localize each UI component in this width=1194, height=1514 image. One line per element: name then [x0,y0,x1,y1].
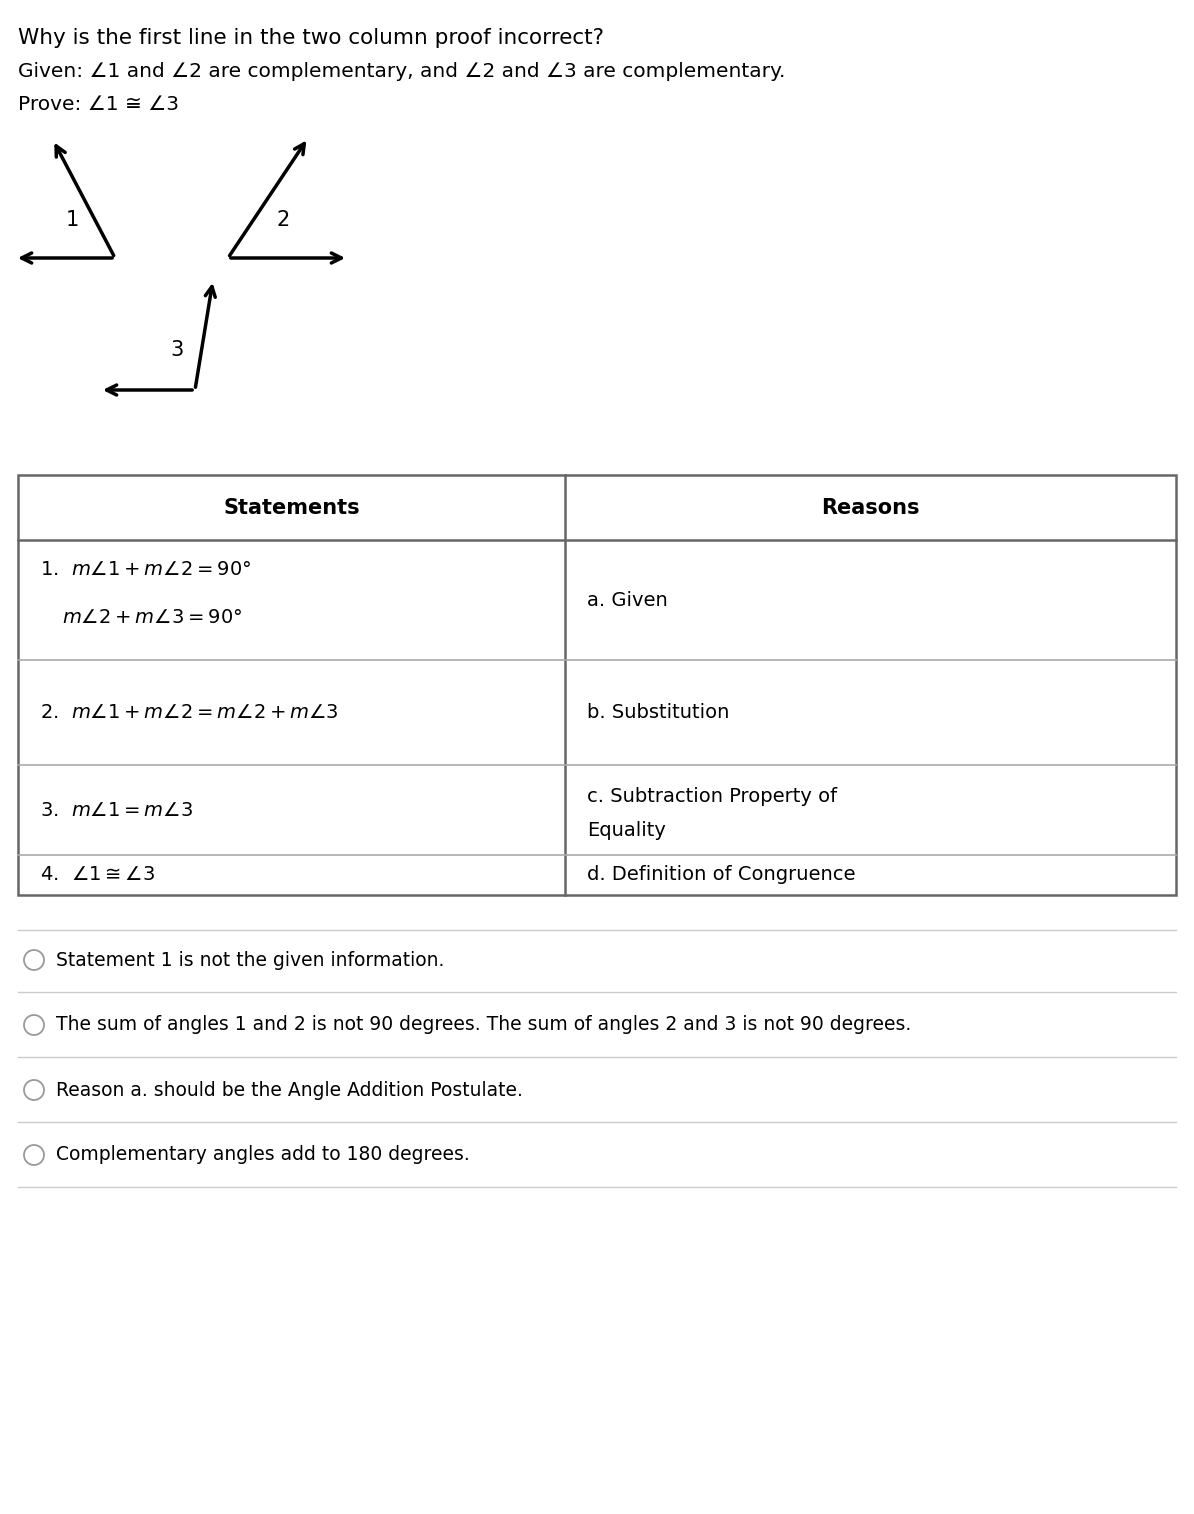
Text: d. Definition of Congruence: d. Definition of Congruence [587,866,855,884]
Text: Reason a. should be the Angle Addition Postulate.: Reason a. should be the Angle Addition P… [56,1081,523,1099]
Text: Statement 1 is not the given information.: Statement 1 is not the given information… [56,951,444,969]
Text: 1: 1 [66,210,79,230]
Text: b. Substitution: b. Substitution [587,702,730,722]
Text: Reasons: Reasons [821,498,919,518]
Text: 3.  $m\angle1 = m\angle3$: 3. $m\angle1 = m\angle3$ [41,801,193,819]
Bar [18,475,1176,895]
Text: 2.  $m\angle1 + m\angle2 = m\angle2 + m\angle3$: 2. $m\angle1 + m\angle2 = m\angle2 + m\a… [41,702,339,722]
Text: 1.  $m\angle1 + m\angle2 = 90°$: 1. $m\angle1 + m\angle2 = 90°$ [41,560,251,578]
Text: Equality: Equality [587,821,666,839]
Text: Why is the first line in the two column proof incorrect?: Why is the first line in the two column … [18,27,604,48]
Text: 3: 3 [171,341,184,360]
Text: 4.  $\angle1 \cong \angle3$: 4. $\angle1 \cong \angle3$ [41,866,155,884]
Text: Prove: ∠1 ≅ ∠3: Prove: ∠1 ≅ ∠3 [18,95,179,114]
Text: Complementary angles add to 180 degrees.: Complementary angles add to 180 degrees. [56,1146,469,1164]
Text: $m\angle2 + m\angle3 = 90°$: $m\angle2 + m\angle3 = 90°$ [62,609,242,627]
Text: 2: 2 [276,210,290,230]
Text: c. Subtraction Property of: c. Subtraction Property of [587,786,837,805]
Text: Statements: Statements [223,498,359,518]
Text: Given: ∠1 and ∠2 are complementary, and ∠2 and ∠3 are complementary.: Given: ∠1 and ∠2 are complementary, and … [18,62,786,82]
Text: a. Given: a. Given [587,590,667,610]
Text: The sum of angles 1 and 2 is not 90 degrees. The sum of angles 2 and 3 is not 90: The sum of angles 1 and 2 is not 90 degr… [56,1016,911,1034]
